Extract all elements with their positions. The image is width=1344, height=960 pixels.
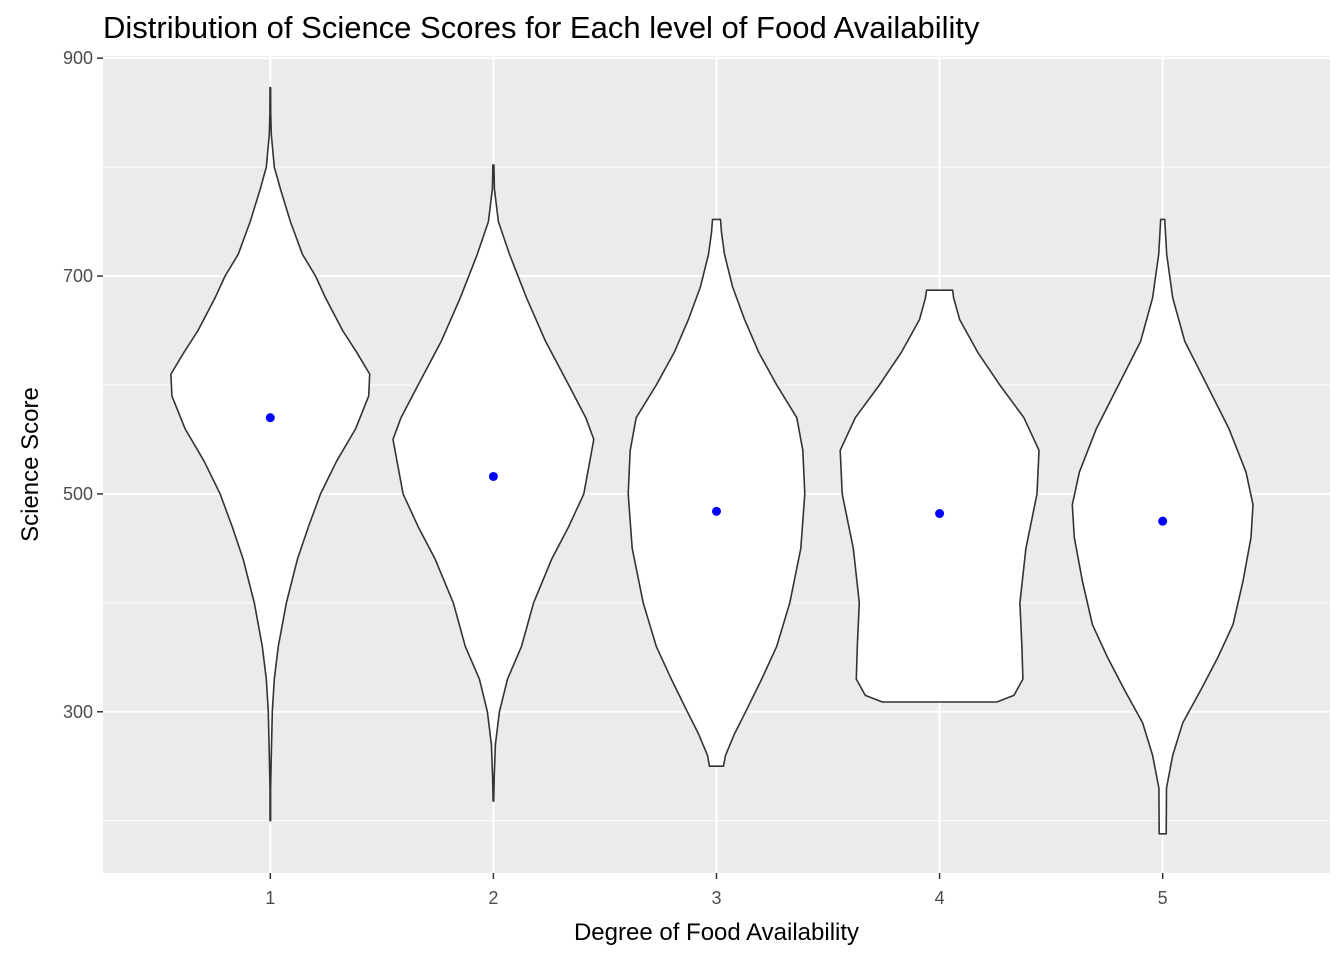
x-tick-label: 2: [488, 888, 498, 908]
x-axis-title: Degree of Food Availability: [574, 919, 859, 946]
violin-3: [627, 218, 806, 767]
mean-points: [265, 413, 1168, 526]
violin-group: [170, 86, 1254, 835]
x-tick-label: 1: [265, 888, 275, 908]
x-axis: 1 2 3 4 5: [265, 873, 1168, 908]
violin-1: [170, 86, 371, 822]
y-tick-label: 300: [63, 702, 93, 722]
y-tick-label: 500: [63, 484, 93, 504]
mean-point-4: [935, 509, 945, 519]
y-axis-title: Science Score: [17, 387, 44, 542]
violin-5: [1071, 218, 1254, 835]
mean-point-3: [712, 506, 721, 516]
mean-point-5: [1158, 516, 1168, 526]
violin-2: [392, 164, 595, 802]
y-tick-label: 900: [63, 48, 93, 68]
x-tick-label: 5: [1158, 888, 1168, 908]
x-tick-label: 3: [711, 888, 721, 908]
chart-title: Distribution of Science Scores for Each …: [103, 10, 980, 45]
x-tick-label: 4: [935, 888, 945, 908]
mean-point-1: [265, 413, 275, 423]
y-tick-label: 700: [63, 266, 93, 286]
violin-4: [839, 289, 1040, 703]
mean-point-2: [488, 471, 498, 481]
y-axis: 300 500 700 900: [63, 48, 103, 722]
